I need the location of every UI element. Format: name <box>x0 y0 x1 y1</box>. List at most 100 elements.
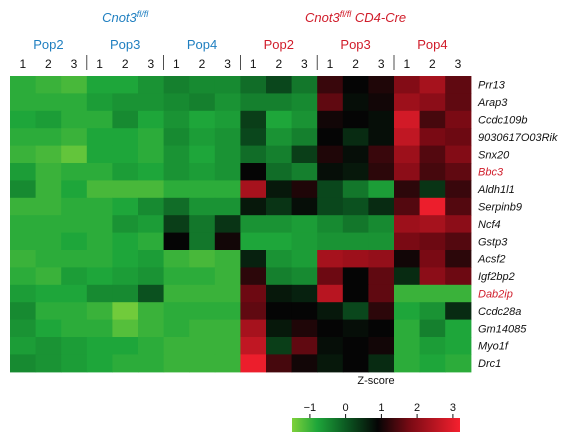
heatmap-cell <box>394 319 421 338</box>
heatmap-cell <box>368 180 395 199</box>
heatmap-cell <box>419 250 446 268</box>
replicate-label: 2 <box>199 57 206 71</box>
heatmap-cell <box>419 319 446 338</box>
heatmap-cell <box>394 197 421 216</box>
heatmap-cell <box>317 250 344 268</box>
heatmap-cell <box>35 302 62 321</box>
heatmap-cell <box>266 145 293 164</box>
heatmap-cell <box>35 180 62 199</box>
heatmap-cell <box>163 354 190 373</box>
heatmap-cell <box>445 337 472 355</box>
heatmap-cell <box>189 93 216 112</box>
gene-label: Ccdc28a <box>478 306 521 318</box>
heatmap-cell <box>35 197 62 216</box>
heatmap-cell <box>214 197 241 216</box>
replicate-label: 2 <box>275 57 282 71</box>
heatmap-cell <box>112 215 139 234</box>
heatmap-cell <box>61 145 88 164</box>
heatmap-cell <box>138 163 165 181</box>
heatmap-cell <box>10 76 37 94</box>
replicate-label: 1 <box>96 57 103 71</box>
heatmap-cell <box>189 319 216 338</box>
heatmap-cell <box>240 93 267 112</box>
heatmap-cell <box>394 267 421 286</box>
heatmap-cell <box>342 267 369 286</box>
heatmap-cell <box>163 128 190 147</box>
heatmap-cell <box>112 76 139 94</box>
heatmap-cell <box>317 354 344 373</box>
heatmap-cell <box>240 110 267 129</box>
heatmap-cell <box>10 337 37 355</box>
heatmap-cell <box>342 128 369 147</box>
heatmap-cell <box>394 250 421 268</box>
heatmap-cell <box>240 267 267 286</box>
heatmap-cell <box>342 93 369 112</box>
heatmap-cell <box>138 250 165 268</box>
heatmap-cell <box>240 250 267 268</box>
gene-label: Prr13 <box>478 80 506 92</box>
colorbar-tick-label: 3 <box>450 402 456 414</box>
gene-label: Igf2bp2 <box>478 271 515 283</box>
condition-gene: Cnot3 <box>102 10 137 25</box>
gene-label: Gm14085 <box>478 323 527 335</box>
heatmap-cell <box>86 93 113 112</box>
heatmap-cell <box>163 76 190 94</box>
heatmap-cell <box>214 76 241 94</box>
heatmap-cell <box>317 337 344 355</box>
heatmap-cell <box>368 319 395 338</box>
condition-gene: Cnot3 <box>305 10 340 25</box>
population-label: Pop3 <box>110 37 140 52</box>
colorbar-ticks: −1 0 1 2 3 <box>304 402 456 418</box>
heatmap-cell <box>291 93 318 112</box>
heatmap-cell <box>445 302 472 321</box>
heatmap-cell <box>214 284 241 303</box>
gene-label: Serpinb9 <box>478 202 522 214</box>
heatmap-cell <box>240 163 267 181</box>
heatmap-cell <box>394 163 421 181</box>
heatmap-cell <box>112 284 139 303</box>
heatmap-cell <box>35 128 62 147</box>
heatmap-cell <box>86 145 113 164</box>
heatmap-cell <box>445 163 472 181</box>
gene-label: Snx20 <box>478 149 510 161</box>
heatmap-cell <box>419 354 446 373</box>
heatmap-cell <box>86 232 113 251</box>
heatmap-cell <box>342 197 369 216</box>
heatmap-cell <box>35 284 62 303</box>
heatmap-cell <box>368 163 395 181</box>
heatmap-cell <box>291 110 318 129</box>
heatmap-cell <box>112 180 139 199</box>
heatmap-cell <box>368 284 395 303</box>
heatmap-cell <box>394 354 421 373</box>
heatmap-cell <box>342 250 369 268</box>
heatmap-cell <box>10 128 37 147</box>
heatmap-cell <box>342 354 369 373</box>
heatmap-cell <box>342 232 369 251</box>
heatmap-cell <box>138 267 165 286</box>
heatmap-cell <box>163 215 190 234</box>
heatmap-cell <box>214 128 241 147</box>
gene-label: Gstp3 <box>478 236 508 248</box>
population-headers: Pop2 Pop3 Pop4 Pop2 Pop3 Pop4 <box>33 37 447 52</box>
heatmap-cell <box>342 180 369 199</box>
heatmap-cell <box>112 319 139 338</box>
heatmap-cell <box>61 354 88 373</box>
colorbar-tick-label: −1 <box>304 402 317 414</box>
heatmap-cell <box>214 267 241 286</box>
heatmap-cell <box>342 337 369 355</box>
heatmap-cell <box>419 232 446 251</box>
replicate-label: 3 <box>378 57 385 71</box>
heatmap-cell <box>61 76 88 94</box>
heatmap-cell <box>214 232 241 251</box>
heatmap-cell <box>189 284 216 303</box>
heatmap-cell <box>368 232 395 251</box>
heatmap-cell <box>61 180 88 199</box>
heatmap-cell <box>394 232 421 251</box>
heatmap-cell <box>10 197 37 216</box>
heatmap-cell <box>163 232 190 251</box>
heatmap-cell <box>266 110 293 129</box>
replicate-label: 3 <box>301 57 308 71</box>
condition-superscript: fl/fl <box>340 9 353 19</box>
colorbar-tick-label: 1 <box>378 402 384 414</box>
heatmap-cell <box>61 197 88 216</box>
